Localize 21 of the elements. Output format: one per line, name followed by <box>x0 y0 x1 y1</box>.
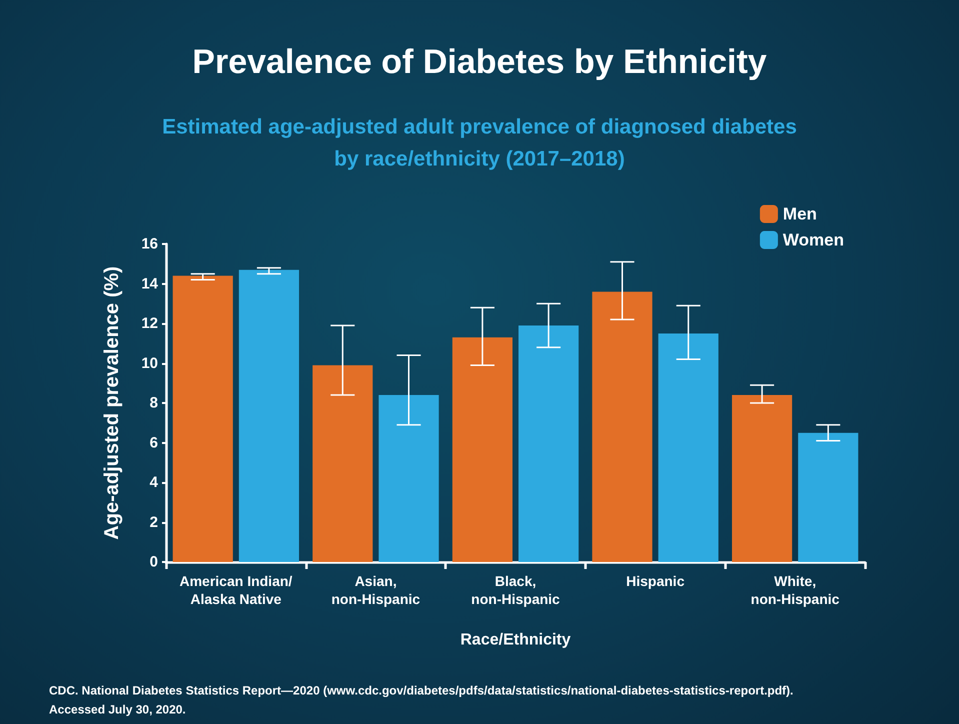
x-tick-label: Black, non-Hispanic <box>471 573 560 607</box>
y-tick-label: 4 <box>150 474 159 491</box>
legend-label: Women <box>782 230 844 250</box>
y-tick-label: 10 <box>141 354 158 372</box>
x-tick-label: Asian, non-Hispanic <box>331 573 420 607</box>
y-tick-label: 16 <box>141 236 158 252</box>
y-axis-title: Age-adjusted prevalence (%) <box>101 266 123 540</box>
y-tick-label: 0 <box>150 554 158 570</box>
chart-title: Prevalence of Diabetes by Ethnicity <box>192 43 767 81</box>
chart-subtitle: Estimated age-adjusted adult prevalence of diagnosed diabetes by race/ethnicity (2017–2018) <box>162 116 797 170</box>
x-tick-label: American Indian/ Alaska Native <box>179 573 292 607</box>
text: CDC. National Diabetes Statistics Report—2020 (www.cdc.gov/diabetes/pdfs/data/statistics/national-diabetes-statistics-report.pdf). Accessed July 30, 2020. <box>49 684 794 716</box>
legend-label: Men <box>782 204 817 224</box>
y-tick-label: 8 <box>150 394 158 412</box>
y-tick-label: 14 <box>141 275 159 292</box>
x-axis-title: Race/Ethnicity <box>460 632 571 648</box>
x-tick-label: White, non-Hispanic <box>750 573 840 607</box>
x-tick-label: Hispanic <box>626 573 685 589</box>
y-tick-label: 2 <box>150 514 158 531</box>
y-tick-label: 12 <box>141 315 158 332</box>
y-tick-label: 6 <box>150 434 158 452</box>
